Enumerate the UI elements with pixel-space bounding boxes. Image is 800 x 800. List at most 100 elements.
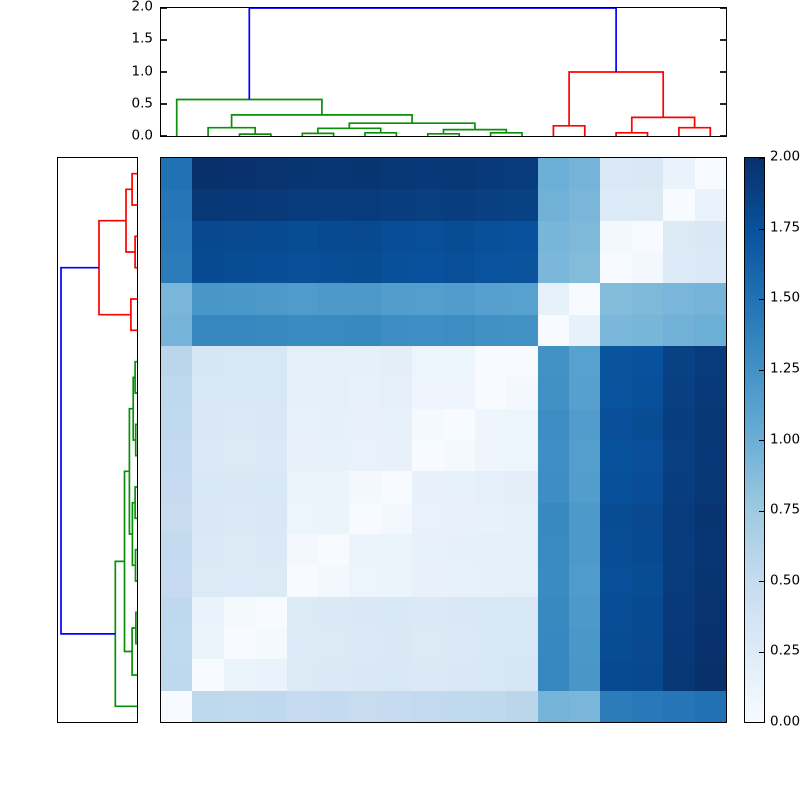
dendrogram-link <box>134 360 137 394</box>
heatmap-cell <box>506 283 538 315</box>
heatmap-cell <box>381 691 412 722</box>
heatmap-cell <box>506 315 538 346</box>
colorbar-tick-mark <box>759 440 764 441</box>
heatmap-cell <box>318 534 349 565</box>
heatmap-cell <box>224 597 255 628</box>
heatmap-cell <box>349 252 381 283</box>
heatmap-cell <box>632 315 663 346</box>
heatmap-cell <box>381 628 412 659</box>
heatmap-cell <box>600 346 632 377</box>
heatmap-cell <box>381 659 412 691</box>
heatmap-cell <box>161 691 192 722</box>
heatmap-cell <box>600 503 632 534</box>
heatmap-cell <box>663 252 695 283</box>
heatmap-cell <box>224 565 255 597</box>
heatmap-cell <box>444 189 475 221</box>
heatmap-cell <box>412 503 444 534</box>
heatmap-cell <box>255 565 287 597</box>
heatmap-cell <box>161 409 192 440</box>
heatmap-cell <box>663 471 695 503</box>
heatmap-cell <box>632 565 663 597</box>
heatmap-cell <box>600 565 632 597</box>
heatmap-cell <box>444 440 475 471</box>
heatmap-cell <box>349 503 381 534</box>
heatmap-cell <box>161 565 192 597</box>
heatmap-cell <box>412 471 444 503</box>
heatmap-cell <box>475 440 506 471</box>
heatmap-cell <box>318 221 349 252</box>
dendrogram-link <box>134 423 137 457</box>
y-tick-label: 1.5 <box>131 30 153 47</box>
heatmap-cell <box>318 440 349 471</box>
heatmap-cell <box>192 221 224 252</box>
heatmap-cell <box>538 597 569 628</box>
heatmap-cell <box>287 471 318 503</box>
heatmap-cell <box>663 409 695 440</box>
heatmap-cell <box>349 221 381 252</box>
left-dendrogram-svg <box>60 172 137 708</box>
heatmap-cell <box>192 377 224 409</box>
heatmap-cell <box>287 252 318 283</box>
heatmap-cell <box>569 221 600 252</box>
dendrogram-link <box>131 172 137 206</box>
heatmap-cell <box>538 158 569 189</box>
heatmap-cell <box>600 691 632 722</box>
heatmap-cell <box>695 659 726 691</box>
heatmap-cell <box>412 628 444 659</box>
colorbar-tick-label: 1.75 <box>770 219 800 236</box>
heatmap-cell <box>255 346 287 377</box>
heatmap-cell <box>318 283 349 315</box>
dendrogram-link <box>134 548 137 582</box>
y-tick-label: 0.5 <box>131 95 153 112</box>
heatmap-cell <box>695 534 726 565</box>
heatmap-cell <box>412 189 444 221</box>
heatmap-cell <box>569 659 600 691</box>
heatmap-cell <box>695 565 726 597</box>
heatmap-cell <box>600 597 632 628</box>
heatmap-cell <box>318 503 349 534</box>
heatmap-cell <box>506 189 538 221</box>
heatmap-cell <box>192 628 224 659</box>
heatmap-cell <box>632 283 663 315</box>
heatmap-cell <box>600 158 632 189</box>
heatmap-cell <box>663 158 695 189</box>
heatmap-cell <box>161 597 192 628</box>
heatmap-cell <box>349 628 381 659</box>
heatmap-cell <box>663 315 695 346</box>
heatmap-cell <box>444 346 475 377</box>
dendrogram-link <box>114 560 137 708</box>
heatmap-cell <box>192 691 224 722</box>
heatmap-cell <box>538 346 569 377</box>
dendrogram-link <box>552 124 586 136</box>
heatmap-cell <box>349 346 381 377</box>
heatmap-cell <box>600 283 632 315</box>
heatmap-cell <box>161 346 192 377</box>
heatmap-cell <box>287 346 318 377</box>
dendrogram-link <box>489 131 523 136</box>
heatmap-cell <box>349 158 381 189</box>
heatmap-cell <box>506 628 538 659</box>
heatmap-cell <box>632 534 663 565</box>
heatmap-cell <box>506 691 538 722</box>
heatmap-cell <box>475 534 506 565</box>
heatmap-cell <box>632 189 663 221</box>
heatmap-cell <box>600 189 632 221</box>
heatmap-cell <box>287 440 318 471</box>
heatmap-cell <box>381 346 412 377</box>
heatmap-cell <box>192 471 224 503</box>
heatmap-cell <box>287 659 318 691</box>
heatmap-cell <box>569 377 600 409</box>
heatmap-cell <box>349 659 381 691</box>
heatmap-cell <box>538 377 569 409</box>
colorbar-tick-mark <box>759 581 764 582</box>
dendrogram-link <box>301 132 335 136</box>
heatmap-cell <box>412 440 444 471</box>
heatmap-cell <box>287 534 318 565</box>
heatmap-cell <box>255 597 287 628</box>
heatmap-cell <box>663 659 695 691</box>
heatmap-cell <box>381 158 412 189</box>
heatmap-cell <box>506 221 538 252</box>
heatmap-cell <box>600 471 632 503</box>
heatmap-cell <box>287 221 318 252</box>
heatmap-cell <box>695 346 726 377</box>
